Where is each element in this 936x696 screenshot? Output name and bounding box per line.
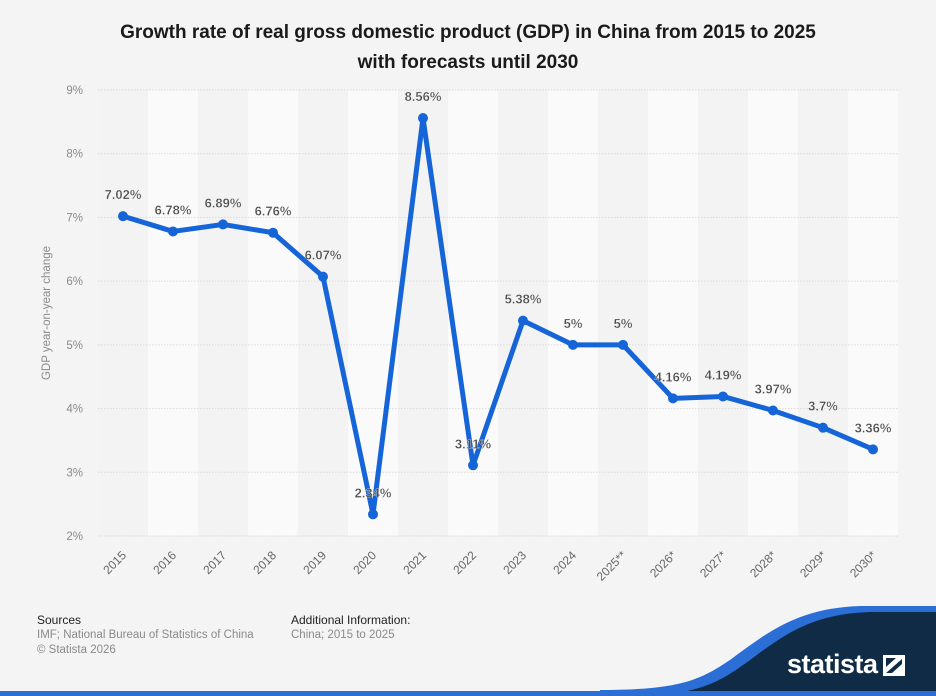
y-axis-ticks: 2% 3% 4% 5% 6% 7% 8% 9% [66, 85, 83, 543]
data-point[interactable] [268, 227, 278, 238]
sources-text[interactable]: IMF; National Bureau of Statistics of Ch… [37, 629, 254, 641]
y-axis-label: GDP year-on-year change [41, 246, 53, 380]
data-point[interactable] [118, 211, 128, 222]
data-point[interactable] [518, 315, 528, 326]
y-tick-label: 2% [66, 531, 83, 543]
column-band [548, 90, 598, 536]
column-band [298, 90, 348, 536]
data-label: 4.16% [655, 369, 692, 384]
data-point[interactable] [568, 339, 578, 350]
chart-title: Growth rate of real gross domestic produ… [0, 18, 936, 78]
y-tick-label: 8% [66, 149, 83, 161]
chart-title-line-1: Growth rate of real gross domestic produ… [120, 22, 816, 43]
y-tick-label: 9% [66, 85, 83, 97]
column-band [148, 90, 198, 536]
data-point[interactable] [768, 405, 778, 416]
data-point[interactable] [368, 509, 378, 520]
data-label: 4.19% [705, 367, 742, 382]
sources-block: Sources IMF; National Bureau of Statisti… [37, 613, 254, 658]
statista-logo-icon [883, 655, 905, 676]
data-label: 2.34% [355, 485, 392, 500]
additional-info-text: China; 2015 to 2025 [291, 629, 395, 641]
column-band [748, 90, 798, 536]
data-point[interactable] [868, 444, 878, 455]
column-band [798, 90, 848, 536]
series-line [120, 115, 876, 517]
data-point[interactable] [468, 460, 478, 471]
data-points [118, 113, 878, 520]
y-tick-label: 6% [66, 276, 83, 288]
statista-logo-text[interactable]: statista [787, 649, 878, 679]
y-tick-label: 4% [66, 404, 83, 416]
data-label: 6.78% [155, 202, 192, 217]
chart-title-line-2: with forecasts until 2030 [357, 52, 579, 73]
data-label: 6.76% [255, 204, 292, 219]
column-bands [98, 90, 898, 536]
data-point[interactable] [318, 271, 328, 282]
brand-swoosh-dark [640, 612, 936, 696]
data-label: 8.56% [405, 89, 442, 104]
column-band [348, 90, 398, 536]
data-labels: 7.02% 6.78% 6.89% 6.76% 6.07% 2.34% 8.56% 3.11%… [104, 89, 892, 501]
data-label: 5% [614, 316, 633, 331]
data-point[interactable] [418, 113, 428, 124]
sources-heading: Sources [37, 613, 82, 627]
column-band [648, 90, 698, 536]
column-band [398, 90, 448, 536]
data-label: 5% [564, 316, 583, 331]
data-point[interactable] [618, 339, 628, 350]
data-label: 3.7% [808, 399, 838, 414]
copyright-text: © Statista 2026 [37, 644, 116, 656]
y-tick-label: 7% [66, 212, 83, 224]
column-band [498, 90, 548, 536]
data-label: 3.11% [455, 436, 492, 451]
column-band [698, 90, 748, 536]
brand-bottom-bar [0, 691, 936, 696]
column-band [248, 90, 298, 536]
data-label: 6.07% [305, 248, 342, 263]
data-point[interactable] [168, 226, 178, 237]
data-point[interactable] [818, 422, 828, 433]
additional-info-heading: Additional Information: [291, 613, 411, 627]
data-label: 6.89% [205, 195, 242, 210]
data-point[interactable] [218, 219, 228, 230]
data-point[interactable] [668, 393, 678, 404]
data-label: 3.36% [855, 420, 892, 435]
gridlines [98, 89, 898, 537]
y-tick-label: 3% [66, 467, 83, 479]
column-band [98, 90, 148, 536]
data-label: 3.97% [755, 381, 792, 396]
data-label: 7.02% [105, 187, 142, 202]
data-point[interactable] [718, 391, 728, 402]
column-band [198, 90, 248, 536]
y-tick-label: 5% [66, 340, 83, 352]
additional-info-block: Additional Information: China; 2015 to 2… [291, 613, 410, 643]
column-band [598, 90, 648, 536]
column-band [848, 90, 898, 536]
data-label: 5.38% [505, 292, 542, 307]
